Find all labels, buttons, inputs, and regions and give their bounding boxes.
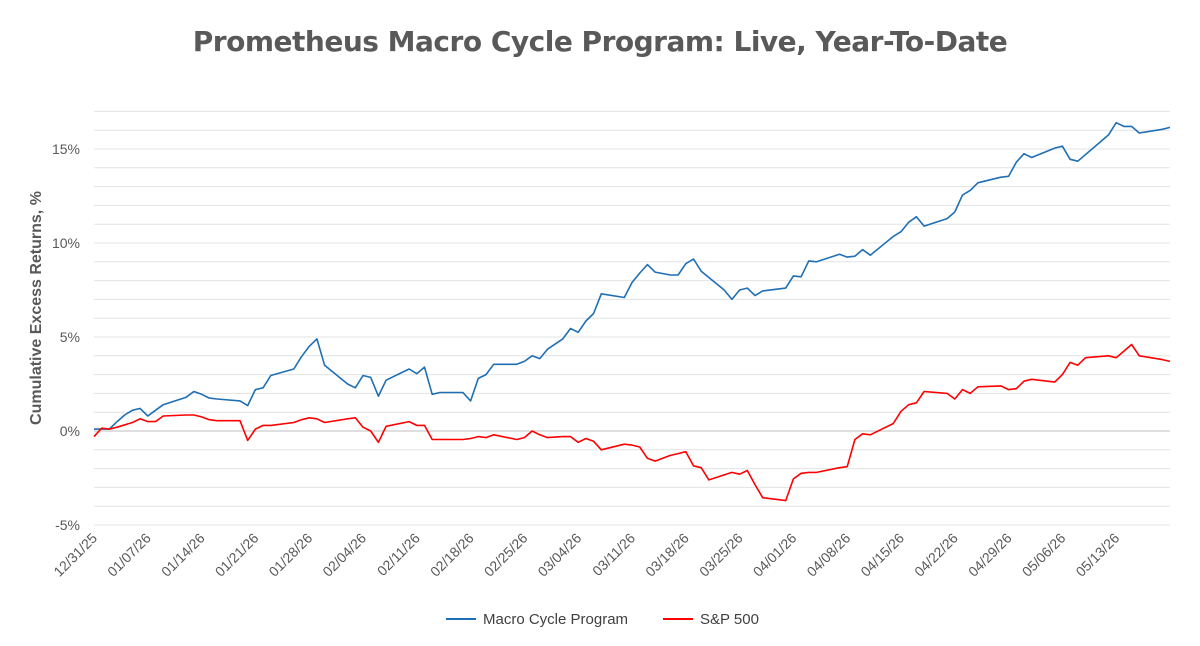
y-tick-label: -5% [55, 517, 80, 533]
x-tick-label: 02/18/26 [427, 530, 477, 580]
macro-cycle-program-line [94, 121, 1171, 430]
y-tick-label: 15% [52, 141, 80, 157]
y-tick-labels: -5% 0% 5% 10% 15% [52, 141, 80, 533]
x-tick-label: 01/14/26 [158, 530, 208, 580]
x-tick-label: 05/06/26 [1019, 530, 1069, 580]
legend-label-macro-cycle-program: Macro Cycle Program [483, 611, 628, 628]
chart-title: Prometheus Macro Cycle Program: Live, Ye… [193, 25, 1007, 58]
gridlines [94, 110, 1170, 526]
x-tick-label: 12/31/25 [50, 530, 100, 580]
x-tick-label: 04/29/26 [965, 530, 1015, 580]
x-tick-label: 05/13/26 [1072, 530, 1122, 580]
y-tick-label: 10% [52, 235, 80, 251]
x-tick-label: 04/08/26 [803, 530, 853, 580]
x-tick-label: 01/28/26 [265, 530, 315, 580]
x-tick-label: 03/18/26 [642, 530, 692, 580]
x-tick-label: 02/11/26 [374, 530, 423, 579]
legend: Macro Cycle Program S&P 500 [446, 611, 759, 628]
x-tick-label: 04/15/26 [857, 530, 907, 580]
s-p-500-line [93, 343, 1171, 502]
y-axis-label: Cumulative Excess Returns, % [28, 191, 45, 425]
x-tick-labels: 12/31/25 01/07/26 01/14/26 01/21/26 01/28/26… [50, 530, 1122, 580]
x-tick-label: 03/04/26 [534, 530, 584, 580]
x-tick-label: 03/11/26 [589, 530, 638, 579]
y-tick-label: 5% [60, 329, 80, 345]
x-tick-label: 02/04/26 [319, 530, 369, 580]
x-tick-label: 04/22/26 [911, 530, 961, 580]
legend-label-s-p-500: S&P 500 [700, 611, 759, 628]
series-lines [93, 121, 1171, 502]
x-tick-label: 01/21/26 [212, 530, 262, 580]
x-tick-label: 01/07/26 [104, 530, 154, 580]
x-tick-label: 02/25/26 [481, 530, 531, 580]
x-tick-label: 04/01/26 [750, 530, 800, 580]
y-tick-label: 0% [60, 423, 80, 439]
x-tick-label: 03/25/26 [696, 530, 746, 580]
